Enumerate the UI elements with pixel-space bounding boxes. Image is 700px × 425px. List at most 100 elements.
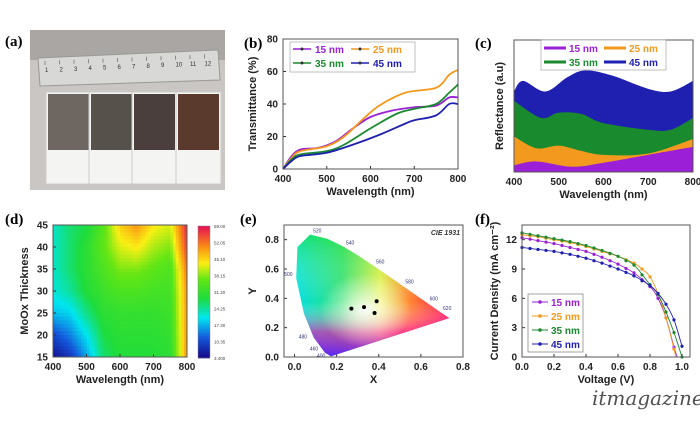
heatmap-cell [153,346,157,351]
heatmap-cell [131,320,135,325]
heatmap-cell [120,265,124,270]
heatmap-cell [178,324,182,329]
heatmap-cell [66,342,71,347]
heatmap-cell [122,258,126,263]
heatmap-cell [161,272,166,277]
heatmap-cell [136,225,140,230]
heatmap-cell [147,236,152,241]
heatmap-cell [122,247,126,252]
heatmap-cell [161,327,166,332]
heatmap-cell [184,342,188,347]
heatmap-cell [94,272,99,277]
heatmap-cell [178,327,182,332]
heatmap-cell [167,338,171,343]
heatmap-cell [106,232,110,237]
heatmap-cell [114,291,118,296]
heatmap-cell [139,291,143,296]
heatmap-cell [75,269,79,274]
heatmap-cell [66,316,71,321]
heatmap-cell [55,287,59,292]
heatmap-cell [103,298,107,303]
heatmap-cell [55,327,59,332]
heatmap-cell [175,335,180,340]
heatmap-cell [173,283,177,288]
y-tick-label: 0.8 [265,235,279,246]
heatmap-cell [159,258,163,263]
heatmap-cell [55,225,59,230]
heatmap-cell [117,276,121,281]
heatmap-cell [142,283,146,288]
colorbar-segment [198,327,210,330]
heatmap-cell [83,280,87,285]
heatmap-cell [125,342,129,347]
heatmap-cell [72,353,76,358]
data-point [648,275,652,279]
heatmap-cell [153,239,157,244]
heatmap-cell [145,298,149,303]
heatmap-cell [58,309,62,314]
heatmap-cell [78,243,82,248]
heatmap-cell [103,232,107,237]
heatmap-cell [111,258,115,263]
plot-frame [52,224,188,358]
heatmap-cell [111,283,115,288]
heatmap-cell [64,327,68,332]
heatmap-cell [64,294,68,299]
heatmap-cell [100,342,104,347]
x-tick-label: 0.2 [547,362,561,373]
heatmap-cell [83,320,87,325]
heatmap-cell [164,324,168,329]
heatmap-cell [181,283,185,288]
heatmap-cell [150,342,154,347]
colorbar-segment [198,245,210,249]
ruler-number: 3 [74,67,78,73]
panel-label-e: (e) [240,212,257,228]
heatmap-cell [92,225,96,230]
heatmap-cell [184,280,188,285]
heatmap-cell [167,243,171,248]
heatmap-cell [178,313,182,318]
heatmap-cell [97,261,101,266]
cie-chart: 0.0 0.2 0.4 0.6 0.80.00.20.40.60.8XY40046048… [247,224,470,386]
heatmap-cell [94,298,99,303]
heatmap-cell [175,280,180,285]
heatmap-cell [78,258,82,263]
data-point [672,330,676,335]
heatmap-cell [92,276,96,281]
y-tick-label: 6 [511,294,517,305]
heatmap-cell [147,349,152,354]
heatmap-cell [66,272,71,277]
heatmap-cell [80,276,85,281]
heatmap-cell [170,324,174,329]
heatmap-cell [164,265,168,270]
data-point [600,261,604,265]
heatmap-cell [147,269,152,274]
heatmap-cell [136,250,140,255]
heatmap-cell [153,338,157,343]
series-line-25nm [282,69,459,170]
heatmap-cell [159,305,163,310]
heatmap-cell [69,228,73,233]
heatmap-cell [133,313,138,318]
heatmap-cell [69,327,73,332]
heatmap-cell [111,320,115,325]
heatmap-cell [139,302,143,307]
heatmap-cell [64,316,68,321]
heatmap-cell [111,305,115,310]
heatmap-cell [161,294,166,299]
heatmap-cell [173,261,177,266]
heatmap-cell [175,283,180,288]
heatmap-cell [120,280,124,285]
heatmap-cell [97,342,101,347]
heatmap-cell [72,283,76,288]
heatmap-cell [61,316,65,321]
heatmap-cell [94,309,99,314]
heatmap-cell [80,247,85,252]
heatmap-cell [53,309,57,314]
heatmap-cell [108,276,113,281]
heatmap-cell [100,283,104,288]
heatmap-cell [167,261,171,266]
heatmap-cell [178,302,182,307]
heatmap-cell [86,338,90,343]
heatmap-cell [69,276,73,281]
